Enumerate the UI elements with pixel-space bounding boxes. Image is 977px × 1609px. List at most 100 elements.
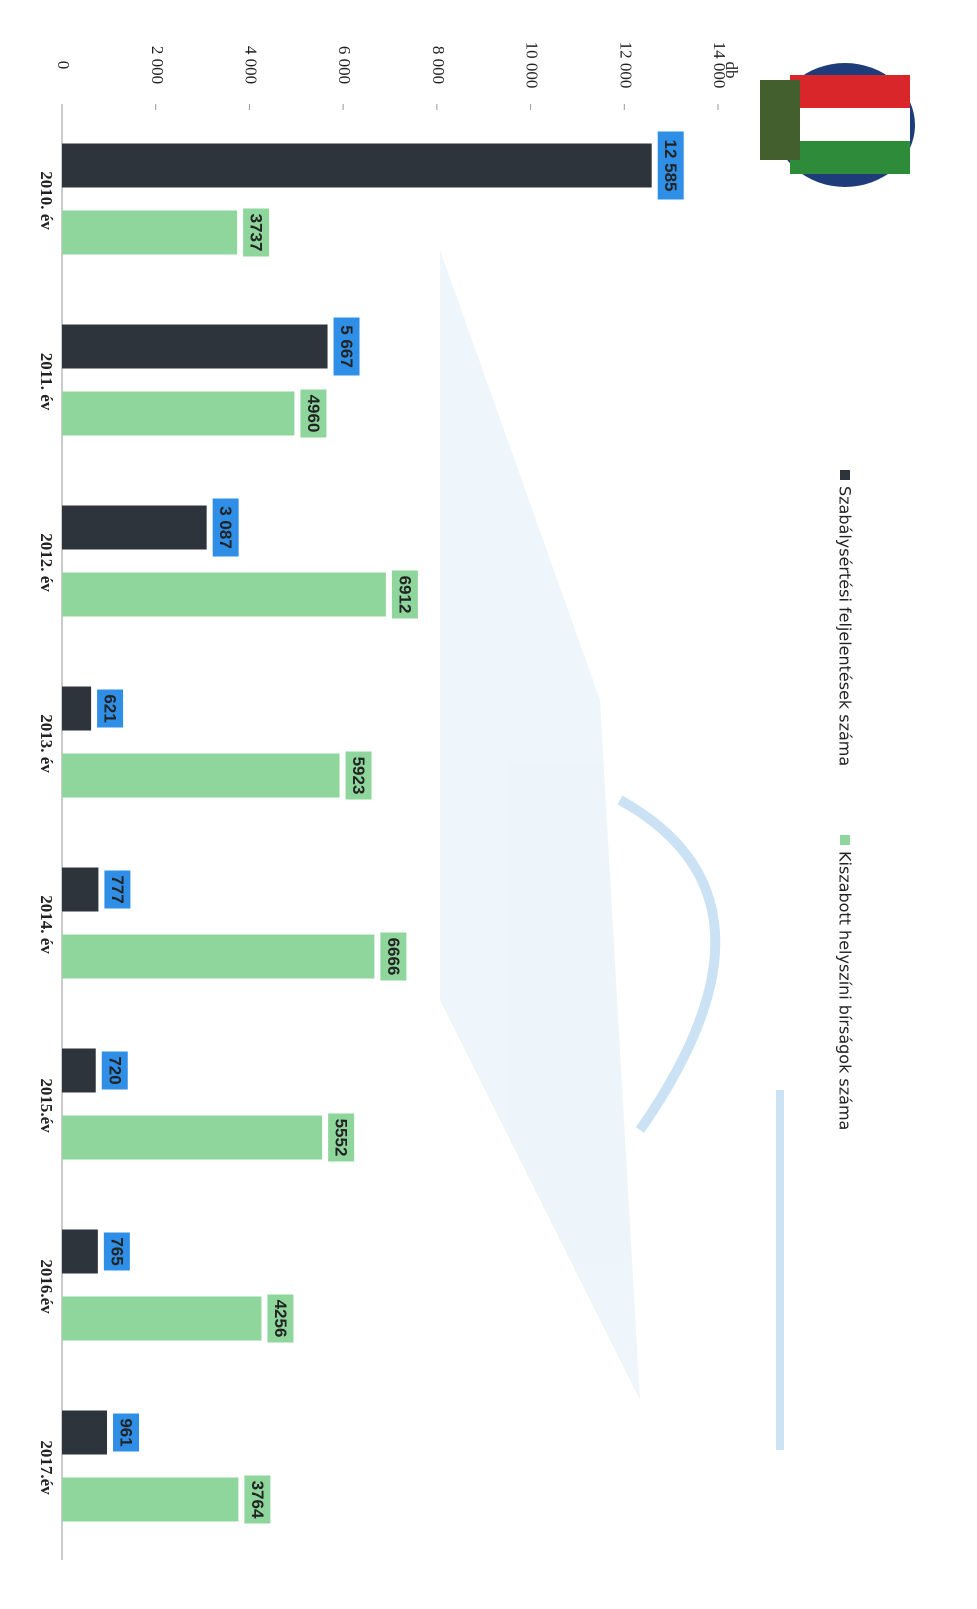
- data-label-text: 6912: [395, 576, 414, 614]
- data-label-text: 621: [101, 694, 120, 722]
- y-tick: 12 000: [616, 42, 635, 89]
- legend-swatch: [840, 470, 850, 480]
- bar: [62, 324, 328, 369]
- data-label-text: 4256: [271, 1300, 290, 1338]
- logo-stripe: [790, 108, 910, 141]
- y-tick: 10 000: [523, 42, 542, 89]
- data-label-box: [101, 1051, 128, 1090]
- data-label: 6912: [391, 570, 418, 619]
- data-label-box: [103, 1232, 130, 1271]
- data-label-text: 6666: [384, 938, 403, 976]
- watermark: [440, 250, 784, 1450]
- data-label-text: 3 087: [216, 506, 235, 549]
- y-tick-label: 2 000: [148, 46, 167, 84]
- y-tick: 2 000: [148, 46, 167, 84]
- y-tick: 0: [54, 61, 73, 70]
- y-tick: 6 000: [335, 46, 354, 84]
- y-tick-label: 12 000: [616, 42, 635, 89]
- x-tick: 2016.év: [37, 1259, 56, 1314]
- data-label: 5552: [328, 1113, 355, 1162]
- x-tick: 2014. év: [37, 895, 56, 954]
- data-label-text: 3737: [247, 214, 266, 252]
- legend-label: Kiszabott helyszíni bírságok száma: [836, 851, 855, 1130]
- y-tick-label: 4 000: [242, 46, 261, 84]
- x-tick-label: 2010. év: [37, 171, 56, 230]
- bar: [62, 1296, 262, 1341]
- data-label: 3737: [243, 208, 270, 257]
- x-tick: 2010. év: [37, 171, 56, 230]
- bar: [62, 1229, 98, 1274]
- logo-stripe: [790, 75, 910, 108]
- logo-stripe: [790, 141, 910, 174]
- data-label-text: 5 667: [337, 325, 356, 368]
- bar: [62, 1048, 96, 1093]
- data-label-text: 961: [117, 1418, 136, 1446]
- x-tick-label: 2015.év: [37, 1078, 56, 1133]
- data-label: 3 087: [212, 498, 239, 557]
- y-tick: 4 000: [242, 46, 261, 84]
- data-label: 12 585: [657, 131, 684, 200]
- data-label-box: [212, 498, 239, 557]
- x-tick-label: 2013. év: [37, 714, 56, 773]
- x-tick: 2015.év: [37, 1078, 56, 1133]
- data-label-text: 12 585: [661, 140, 680, 192]
- x-tick-label: 2017.év: [37, 1440, 56, 1495]
- data-label-text: 5923: [349, 757, 368, 795]
- data-label: 4256: [267, 1294, 294, 1343]
- data-label: 4960: [300, 389, 327, 438]
- y-tick-label: 10 000: [523, 42, 542, 89]
- x-tick: 2011. év: [37, 353, 56, 411]
- y-tick: 8 000: [429, 46, 448, 84]
- y-tick-label: 6 000: [335, 46, 354, 84]
- legend-label: Szabálysértési feljelentések száma: [836, 486, 855, 766]
- data-label: 5 667: [333, 317, 360, 376]
- data-label: 5923: [345, 751, 372, 800]
- data-label-box: [267, 1294, 294, 1343]
- legend-item: Kiszabott helyszíni bírságok száma: [836, 835, 855, 1130]
- x-tick-label: 2011. év: [37, 353, 56, 411]
- data-label-box: [391, 570, 418, 619]
- y-tick-label: 0: [54, 61, 73, 70]
- bar: [62, 505, 207, 550]
- data-label-text: 720: [105, 1056, 124, 1084]
- x-tick: 2012. év: [37, 533, 56, 592]
- bar: [62, 934, 375, 979]
- data-label-text: 777: [108, 875, 127, 903]
- bar: [62, 1115, 323, 1160]
- x-tick-label: 2014. év: [37, 895, 56, 954]
- watermark-building: [440, 250, 640, 1400]
- data-label-text: 3764: [248, 1481, 267, 1519]
- bar: [62, 686, 92, 731]
- data-label: 3764: [244, 1475, 271, 1524]
- x-tick: 2013. év: [37, 714, 56, 773]
- bar: [62, 572, 386, 617]
- bar: [62, 867, 99, 912]
- data-label: 777: [104, 870, 131, 909]
- data-label: 720: [101, 1051, 128, 1090]
- axis-title-group: db: [722, 62, 741, 79]
- data-label: 961: [113, 1413, 140, 1452]
- y-tick-label: 8 000: [429, 46, 448, 84]
- bar: [62, 1410, 108, 1455]
- data-label-text: 765: [107, 1237, 126, 1265]
- data-label-box: [113, 1413, 140, 1452]
- axis-title: db: [722, 62, 741, 79]
- data-label-box: [345, 751, 372, 800]
- logo: [760, 63, 915, 187]
- data-label: 6666: [380, 932, 407, 981]
- x-tick: 2017.év: [37, 1440, 56, 1495]
- data-label-box: [380, 932, 407, 981]
- data-label: 621: [97, 689, 124, 728]
- bar: [62, 391, 295, 436]
- data-label-box: [244, 1475, 271, 1524]
- bar: [62, 143, 652, 188]
- legend-swatch: [840, 835, 850, 845]
- bar: [62, 210, 238, 255]
- bar: [62, 753, 340, 798]
- data-label-text: 5552: [332, 1119, 351, 1157]
- data-label-box: [104, 870, 131, 909]
- x-tick-label: 2016.év: [37, 1259, 56, 1314]
- watermark-arc: [617, 795, 721, 1133]
- y-tick-label: 14 000: [710, 42, 729, 89]
